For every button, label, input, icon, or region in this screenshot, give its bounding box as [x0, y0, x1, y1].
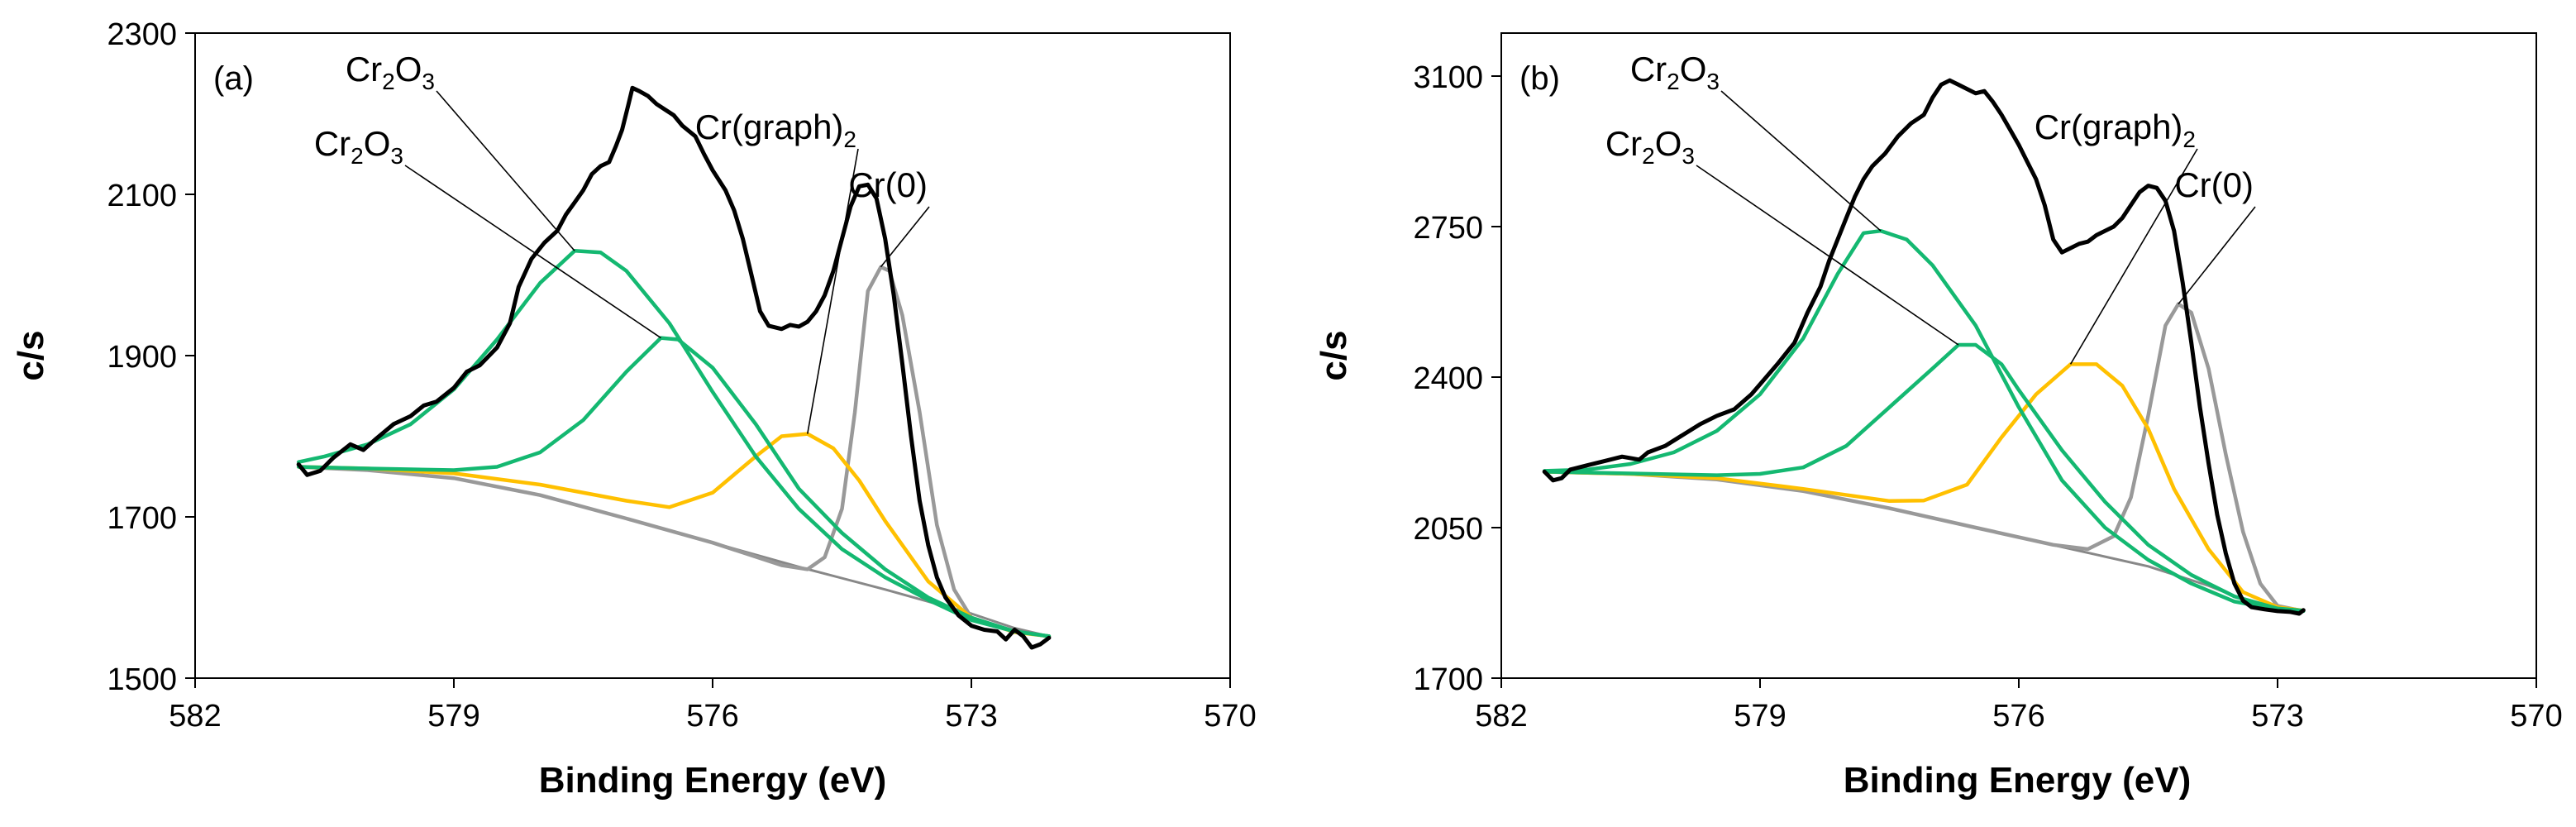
annotation-leader-line [2178, 206, 2256, 305]
annotation-leader-line [1720, 90, 1882, 232]
annotation-leader-line [436, 90, 575, 251]
y-axis-label: c/s [11, 330, 51, 380]
series-line-background [1543, 470, 2305, 613]
y-tick-label: 2050 [1413, 512, 1483, 547]
x-tick-label: 570 [2510, 699, 2562, 734]
series-line-cr-graph-2 [296, 432, 1052, 638]
y-tick-label: 1700 [107, 501, 177, 536]
series-line-cr2o3 [1542, 342, 2306, 613]
y-tick-label: 1500 [107, 662, 177, 697]
x-tick-label: 579 [1734, 699, 1786, 734]
y-tick-label: 3100 [1413, 60, 1483, 95]
annotation-label: Cr2O3 [1630, 50, 1720, 94]
y-tick-label: 2100 [107, 179, 177, 213]
chart-panel-a: 582 579 576 573 570 1500 1700 1900 2100 2300 Cr2O3… [11, 17, 1257, 801]
annotation-leader-line [2069, 148, 2198, 365]
annotation-label: Cr(graph)2 [695, 108, 856, 152]
series-line-cr2o3 [296, 336, 1052, 638]
annotation-label: Cr(0) [848, 165, 928, 204]
y-axis-label: c/s [1314, 330, 1354, 380]
y-tick-label: 1700 [1413, 662, 1483, 697]
annotation-label: Cr(graph)2 [2035, 108, 2196, 152]
series-line-background [297, 466, 1051, 638]
series-line-cr-0- [1542, 302, 2306, 614]
x-tick-label: 582 [1475, 699, 1527, 734]
y-tick-label: 1900 [107, 340, 177, 375]
y-tick-label: 2300 [107, 17, 177, 52]
x-tick-label: 576 [686, 699, 738, 734]
plot-area: 582 579 576 573 570 1500 1700 1900 2100 2300 Cr2O3… [107, 17, 1256, 734]
y-tick-label: 2400 [1413, 361, 1483, 396]
x-tick-label: 582 [169, 699, 221, 734]
x-tick-label: 579 [427, 699, 479, 734]
x-tick-label: 573 [945, 699, 997, 734]
annotation-label: Cr2O3 [346, 50, 435, 94]
series-line-cr2o3 [1542, 228, 2306, 614]
series-line-measured [296, 85, 1052, 650]
x-axis-label: Binding Energy (eV) [539, 760, 886, 801]
annotation-label: Cr2O3 [314, 124, 403, 169]
annotation-leader-line [806, 148, 859, 434]
annotation-leader-line [1696, 165, 1959, 346]
annotation-leader-line [404, 165, 661, 339]
annotation-label: Cr(0) [2174, 165, 2254, 204]
annotation-label: Cr2O3 [1605, 124, 1695, 169]
series-line-cr-graph-2 [1542, 362, 2306, 613]
chart-panel-b: 582 579 576 573 570 1700 2050 2400 2750 3100 Cr2O3… [1314, 32, 2563, 801]
panel-label: (b) [1519, 60, 1560, 97]
series-line-measured [1542, 78, 2306, 616]
x-tick-label: 573 [2251, 699, 2303, 734]
x-axis-label: Binding Energy (eV) [1844, 760, 2191, 801]
panel-label: (a) [213, 60, 254, 97]
y-tick-label: 2750 [1413, 211, 1483, 246]
x-tick-label: 576 [1992, 699, 2044, 734]
annotation-leader-line [880, 206, 930, 268]
series-line-cr-0- [296, 265, 1052, 638]
x-tick-label: 570 [1204, 699, 1256, 734]
series-line-cr2o3 [296, 249, 1052, 638]
plot-area: 582 579 576 573 570 1700 2050 2400 2750 3100 Cr2O3… [1413, 32, 2563, 734]
